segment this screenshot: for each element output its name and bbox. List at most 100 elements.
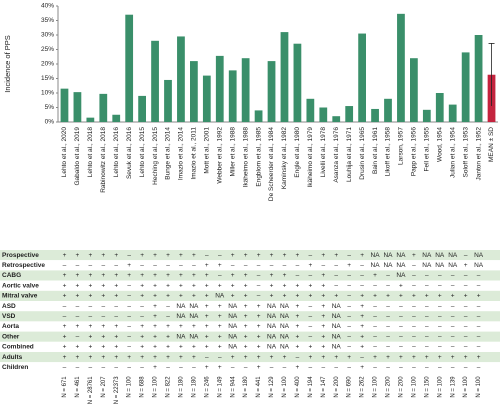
bar: [422, 109, 431, 122]
table-cell: +: [205, 282, 209, 289]
table-cell: +: [334, 354, 338, 361]
table-row-bg: [0, 362, 500, 373]
table-cell: +: [321, 282, 325, 289]
n-label: N = 28761: [88, 376, 94, 405]
table-cell: –: [347, 303, 351, 310]
table-cell: +: [88, 272, 92, 279]
table-row-bg: [0, 341, 500, 352]
table-cell: NA: [228, 323, 238, 330]
table-cell: +: [321, 293, 325, 300]
table-cell: –: [464, 364, 468, 371]
table-cell: NA: [189, 303, 199, 310]
table-cell: +: [231, 293, 235, 300]
table-cell: +: [114, 323, 118, 330]
table-cell: –: [412, 303, 416, 310]
table-cell: –: [283, 262, 287, 269]
table-cell: +: [360, 313, 364, 320]
bar: [60, 88, 69, 122]
n-label: N = 150: [424, 376, 430, 398]
table-cell: NA: [383, 262, 393, 269]
table-cell: NA: [371, 262, 381, 269]
table-row-bg: [0, 260, 500, 271]
table-cell: +: [464, 293, 468, 300]
table-cell: +: [270, 252, 274, 259]
table-cell: –: [399, 344, 403, 351]
n-label: N = 100: [437, 376, 443, 398]
bar: [319, 107, 328, 122]
table-cell: NA: [396, 272, 406, 279]
table-cell: +: [296, 344, 300, 351]
table-cell: –: [76, 303, 80, 310]
table-cell: NA: [474, 252, 484, 259]
table-cell: –: [296, 354, 300, 361]
table-cell: +: [283, 282, 287, 289]
x-tick-label: Lehto et al., 2016: [113, 127, 120, 178]
table-cell: –: [464, 333, 468, 340]
table-cell: –: [425, 323, 429, 330]
table-cell: –: [127, 364, 131, 371]
table-cell: –: [373, 333, 377, 340]
table-cell: +: [347, 262, 351, 269]
table-cell: +: [114, 354, 118, 361]
table-cell: –: [321, 262, 325, 269]
n-label: N = 822: [166, 376, 172, 398]
table-cell: +: [321, 313, 325, 320]
bar: [190, 61, 198, 122]
table-cell: +: [127, 272, 131, 279]
table-cell: –: [192, 262, 196, 269]
bar: [86, 117, 95, 122]
table-cell: –: [451, 364, 455, 371]
table-cell: +: [88, 252, 92, 259]
x-tick-label: Bain et al., 1961: [372, 127, 379, 174]
table-cell: –: [114, 364, 118, 371]
table-cell: NA: [267, 323, 277, 330]
table-cell: +: [334, 293, 338, 300]
table-cell: –: [218, 272, 222, 279]
bar: [474, 35, 483, 122]
table-cell: +: [244, 354, 248, 361]
table-cell: +: [101, 354, 105, 361]
table-cell: +: [179, 354, 183, 361]
table-cell: +: [101, 293, 105, 300]
table-cell: +: [153, 252, 157, 259]
table-cell: +: [321, 323, 325, 330]
table-cell: –: [179, 262, 183, 269]
table-cell: –: [412, 262, 416, 269]
table-cell: –: [451, 333, 455, 340]
x-tick-label: Rabinowitz et al., 2018: [100, 127, 107, 193]
table-cell: +: [244, 282, 248, 289]
x-tick-label: Soloff et al., 1953: [462, 127, 469, 178]
table-cell: +: [360, 303, 364, 310]
table-cell: –: [166, 303, 170, 310]
table-cell: –: [140, 262, 144, 269]
table-cell: –: [464, 344, 468, 351]
table-cell: –: [347, 364, 351, 371]
table-cell: –: [101, 364, 105, 371]
table-cell: –: [477, 344, 481, 351]
table-cell: –: [399, 323, 403, 330]
table-cell: +: [179, 293, 183, 300]
table-cell: +: [451, 354, 455, 361]
table-cell: NA: [176, 303, 186, 310]
table-cell: +: [205, 364, 209, 371]
table-cell: –: [101, 303, 105, 310]
table-cell: –: [425, 282, 429, 289]
table-cell: +: [283, 293, 287, 300]
table-cell: +: [231, 354, 235, 361]
x-tick-label: Webber et al., 1992: [216, 127, 223, 184]
x-tick-label: Engblom et al., 1985: [255, 127, 262, 187]
table-cell: +: [140, 323, 144, 330]
table-cell: –: [347, 282, 351, 289]
table-cell: NA: [422, 252, 432, 259]
table-cell: –: [373, 323, 377, 330]
table-cell: +: [101, 252, 105, 259]
table-cell: +: [114, 272, 118, 279]
table-cell: +: [153, 282, 157, 289]
table-cell: +: [153, 293, 157, 300]
bar: [228, 70, 237, 122]
table-cell: +: [127, 262, 131, 269]
x-tick-label: Ikäheimo et al., 1988: [242, 127, 249, 188]
table-cell: –: [257, 262, 261, 269]
table-cell: +: [399, 293, 403, 300]
n-label: N = 441: [256, 376, 262, 398]
